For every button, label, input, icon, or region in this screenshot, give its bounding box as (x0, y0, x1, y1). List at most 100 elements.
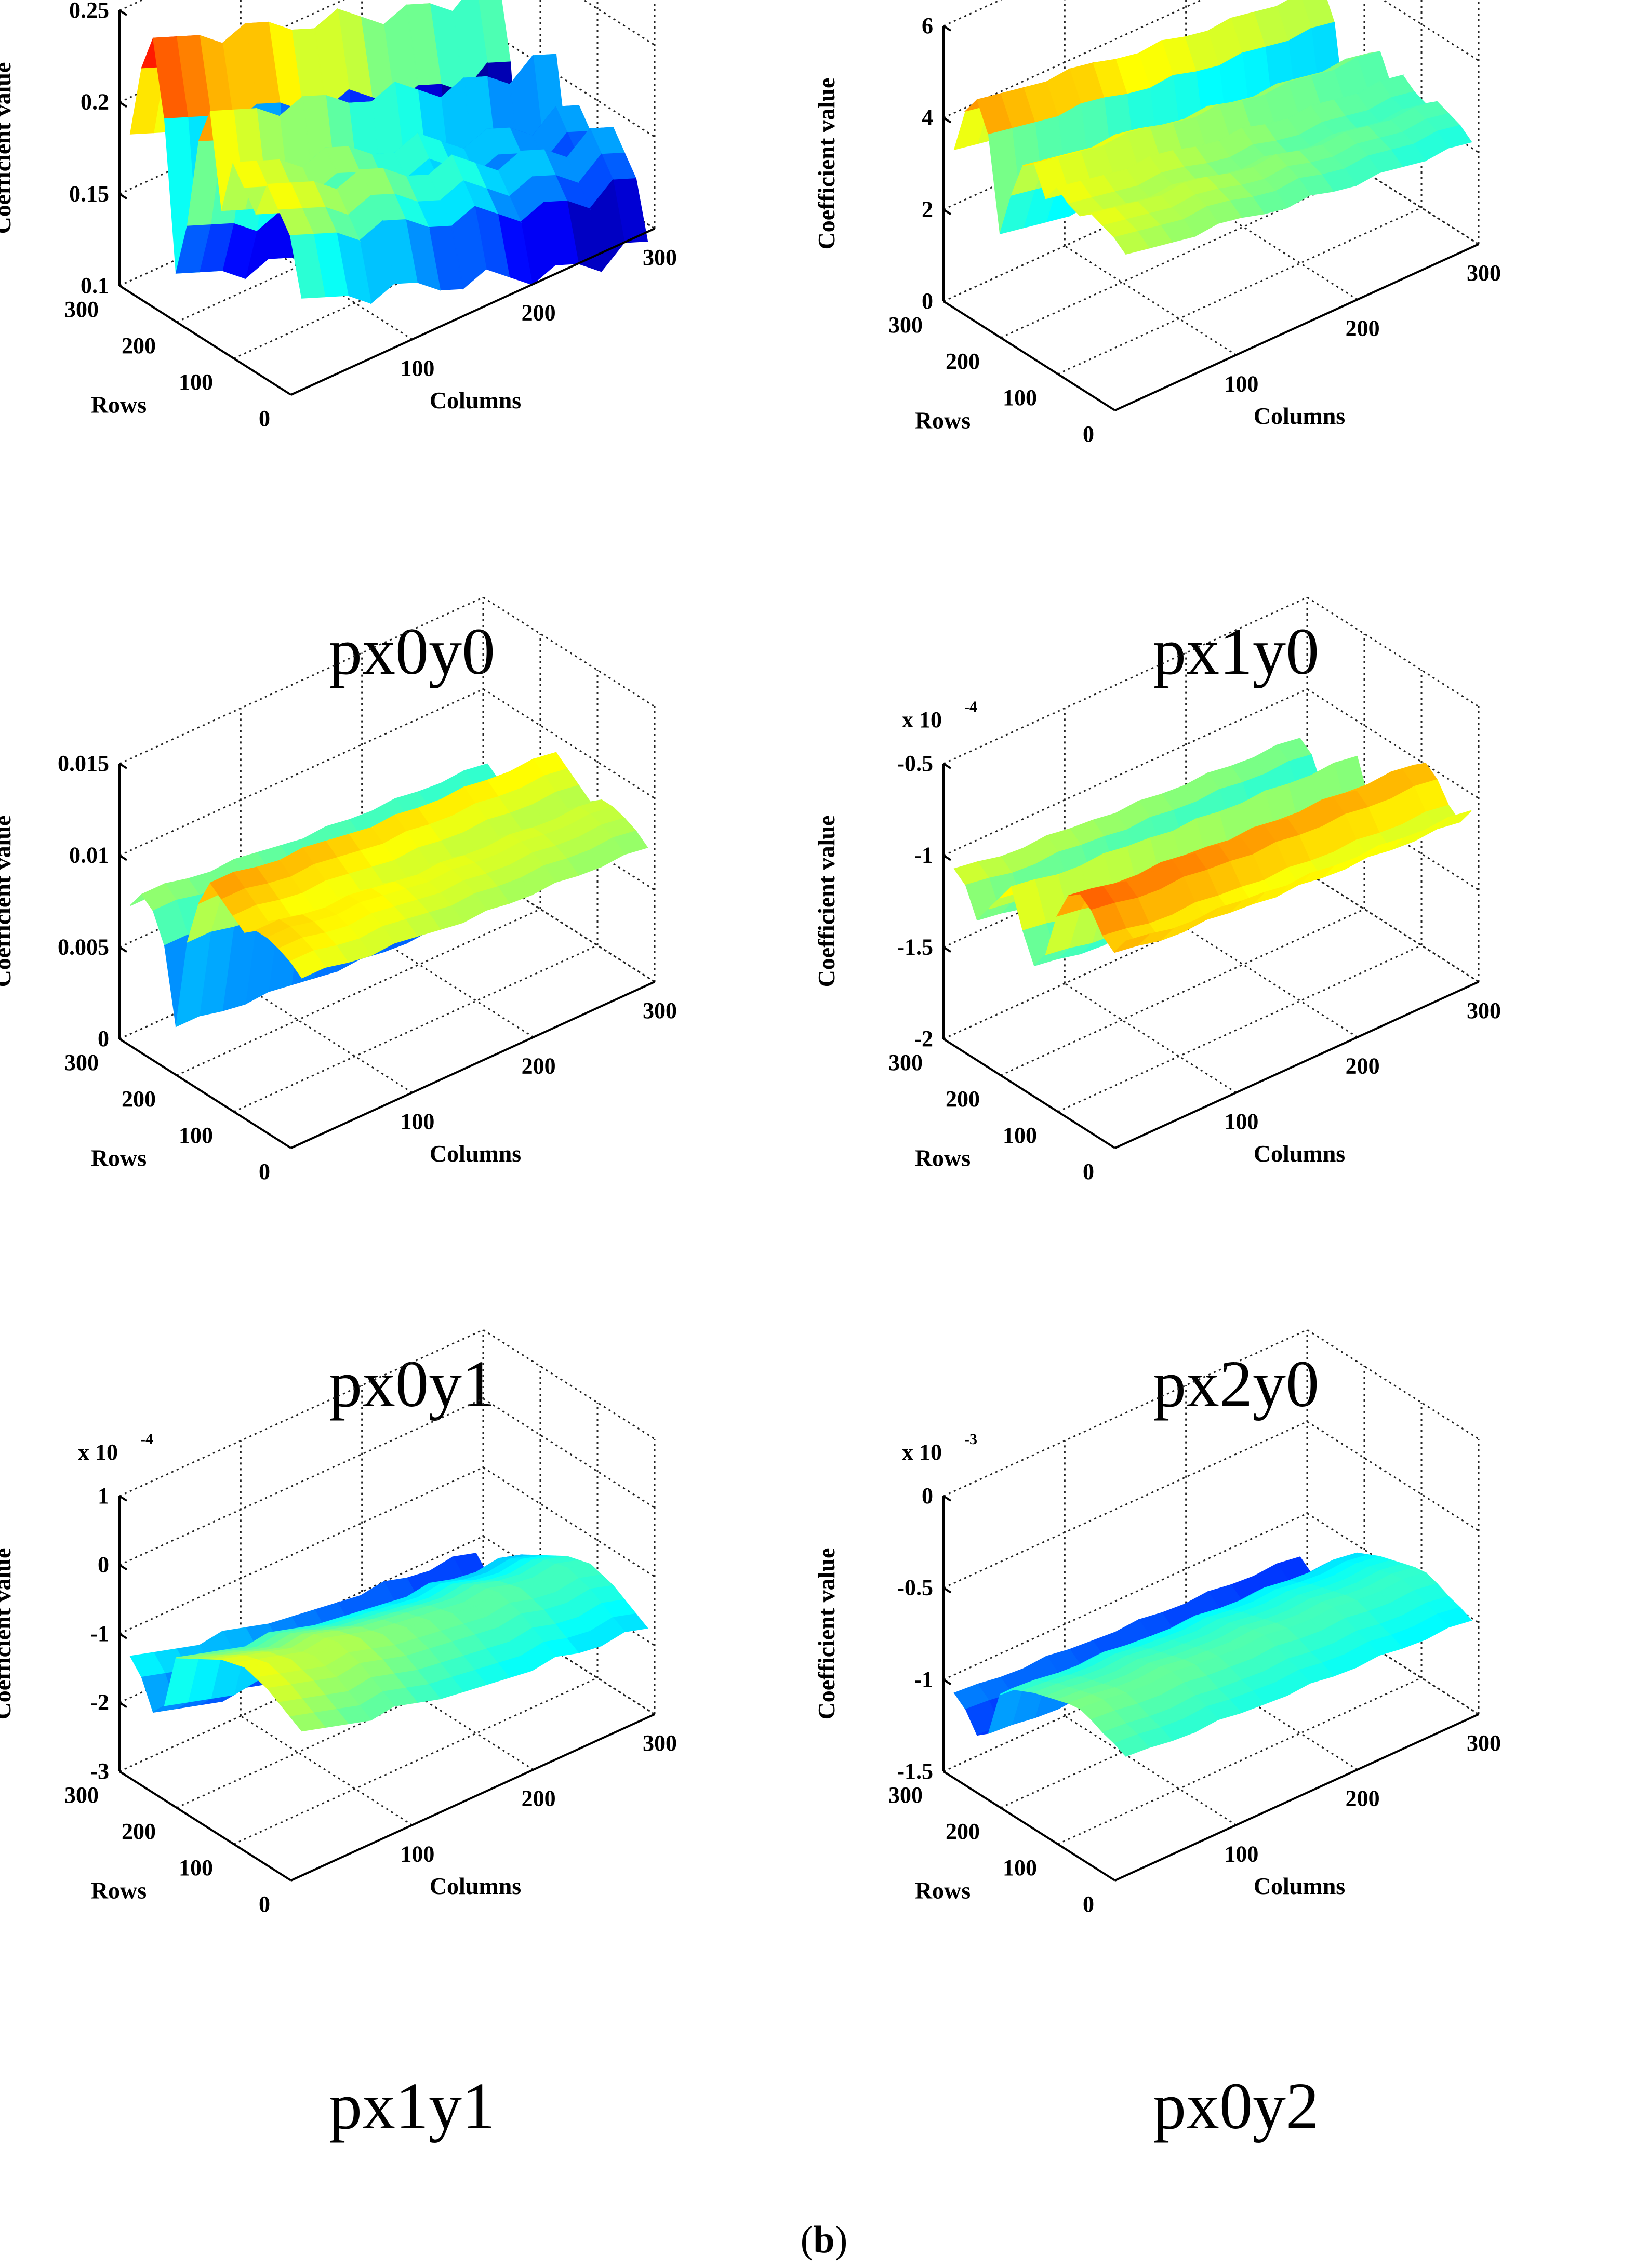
z-tick-label: 0.2 (81, 89, 109, 115)
columns-tick-label: 100 (400, 1841, 434, 1866)
z-tick-label: 0.15 (69, 181, 109, 206)
z-tick (118, 946, 128, 953)
columns-tick-label: 100 (400, 355, 434, 381)
columns-tick-label: 300 (643, 998, 677, 1023)
rows-tick-label: 300 (64, 1050, 99, 1075)
z-tick-label: -1 (914, 843, 933, 868)
z-tick-label: -3 (90, 1758, 109, 1784)
surface-plot-px0y0: 0.1 0.15 0.2 0.25 0 100 200 300 100 200 300 Rows Col… (0, 0, 677, 431)
z-tick-label: -0.5 (897, 1575, 933, 1600)
columns-axis-label: Columns (1254, 403, 1345, 429)
z-tick (118, 285, 128, 291)
columns-axis (1114, 1713, 1479, 1882)
gridline (1064, 245, 1237, 356)
gridline (233, 944, 598, 1113)
z-tick-label: 4 (922, 105, 933, 130)
z-tick-label: 0.015 (58, 751, 109, 776)
surface-plot-px0y2: -1.5 -1 -0.5 0 0 100 200 300 100 200 300 Rows Column… (813, 1329, 1501, 1917)
z-tick-label: -1.5 (897, 934, 933, 959)
gridline (1057, 1677, 1422, 1845)
z-axis-label: Coefficient value (0, 816, 16, 988)
gridline (1000, 908, 1365, 1076)
gridline (233, 1677, 598, 1845)
z-tick (942, 25, 952, 32)
z-tick (118, 9, 128, 16)
z-tick-label: -2 (914, 1026, 933, 1051)
gridline (119, 1329, 655, 1497)
columns-tick-label: 300 (1467, 260, 1501, 286)
z-tick-label: 0.01 (69, 843, 109, 868)
z-tick-label: -2 (90, 1690, 109, 1715)
axes: 0 0.005 0.01 0.015 0 100 200 300 100 200 300 Rows Co… (0, 751, 677, 1184)
columns-axis-label: Columns (430, 1140, 521, 1167)
gridline (1057, 207, 1422, 375)
z-tick (118, 1038, 128, 1045)
rows-axis (118, 1038, 292, 1149)
z-tick-label: 0 (922, 288, 933, 314)
z-tick (118, 854, 128, 861)
gridline (119, 596, 655, 765)
z-scale-label: x 10 (902, 1439, 942, 1465)
rows-tick-label: 0 (1083, 1891, 1094, 1917)
columns-axis-label: Columns (430, 1873, 521, 1899)
z-axis-label: Coefficient value (813, 816, 840, 988)
axes: -1.5 -1 -0.5 0 0 100 200 300 100 200 300 Rows Column… (813, 1431, 1501, 1917)
rows-tick-label: 200 (122, 1086, 156, 1112)
axes: -3 -2 -1 0 1 0 100 200 300 100 200 300 Rows Columns Co… (0, 1431, 677, 1917)
rows-tick-label: 100 (1003, 385, 1037, 410)
z-tick (118, 101, 128, 108)
z-tick (118, 1495, 128, 1502)
z-tick (942, 116, 952, 124)
z-tick-label: 0 (922, 1483, 933, 1509)
columns-tick-label: 200 (1346, 1053, 1380, 1079)
gridline (943, 1329, 1479, 1497)
z-tick-label: -1.5 (897, 1758, 933, 1784)
z-tick-label: 1 (98, 1483, 109, 1509)
rows-axis (118, 285, 292, 396)
z-tick-label: 0.005 (58, 934, 109, 959)
panel-title: px1y1 (329, 2069, 495, 2143)
rows-axis-label: Rows (915, 1145, 971, 1171)
columns-tick-label: 200 (1346, 1786, 1380, 1811)
surface-patch (1114, 933, 1150, 953)
z-tick (118, 193, 128, 200)
axes: 0 2 4 6 0 100 200 300 100 200 300 Rows Columns Coeffi… (813, 13, 1501, 447)
rows-axis-label: Rows (915, 1877, 971, 1904)
columns-axis (290, 981, 655, 1149)
columns-axis (1114, 981, 1479, 1149)
caption-close: ) (834, 2219, 848, 2261)
surface-patch (289, 1712, 326, 1732)
z-tick (942, 946, 952, 953)
gridline (943, 0, 1002, 27)
rows-axis-label: Rows (91, 392, 147, 418)
z-scale-label: x 10 (902, 707, 942, 732)
z-tick-label: -1 (914, 1666, 933, 1692)
panel-px1y1: -3 -2 -1 0 1 0 100 200 300 100 200 300 Rows Columns Co… (0, 1329, 824, 2203)
rows-tick-label: 300 (888, 312, 923, 338)
rows-tick-label: 200 (946, 349, 980, 374)
columns-tick-label: 300 (643, 1730, 677, 1756)
rows-axis (942, 1770, 1116, 1882)
columns-axis (1114, 243, 1479, 411)
z-axis-label: Coefficient value (813, 78, 840, 250)
columns-tick-label: 300 (1467, 998, 1501, 1023)
panel-px0y1: 0 0.005 0.01 0.015 0 100 200 300 100 200 300 Rows Co… (0, 596, 824, 1470)
rows-axis-label: Rows (91, 1877, 147, 1904)
z-scale-label: x 10 (78, 1439, 118, 1465)
surface-patch (289, 234, 326, 299)
rows-tick-label: 200 (946, 1086, 980, 1112)
z-scale-exponent: -4 (964, 698, 977, 715)
rows-tick-label: 300 (888, 1782, 923, 1808)
columns-axis (290, 228, 655, 396)
panel-px1y0: 0 2 4 6 0 100 200 300 100 200 300 Rows Columns Coeffi… (813, 0, 1648, 732)
z-axis-label: Coefficient value (0, 62, 16, 234)
rows-tick-label: 100 (179, 1855, 213, 1880)
columns-tick-label: 200 (1346, 316, 1380, 341)
gridline (119, 0, 144, 11)
surface (953, 0, 1472, 255)
columns-tick-label: 200 (522, 1786, 556, 1811)
surface-patch (1113, 231, 1150, 255)
rows-axis-label: Rows (915, 407, 971, 434)
surface (953, 738, 1472, 966)
columns-tick-label: 300 (643, 245, 677, 270)
